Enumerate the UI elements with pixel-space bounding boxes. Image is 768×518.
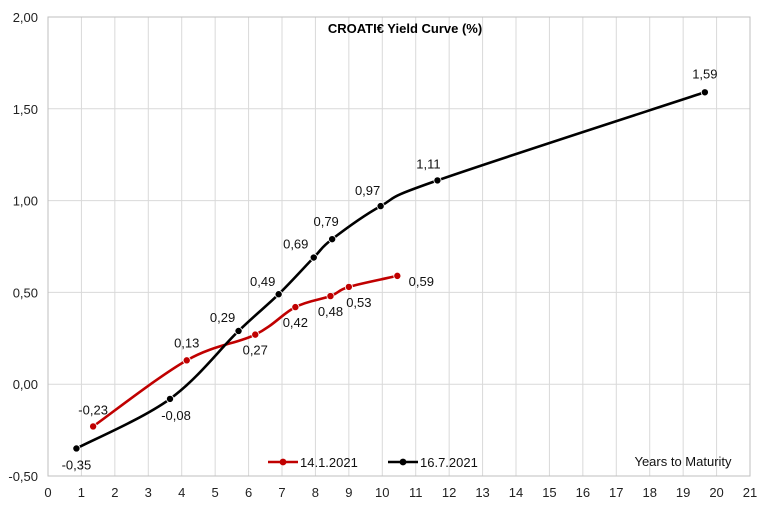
y-tick-label: -0,50 [8, 469, 38, 484]
data-label-16-7-2021: 0,97 [355, 183, 380, 198]
legend-label-16-7-2021: 16.7.2021 [420, 455, 478, 470]
x-tick-label: 15 [542, 485, 556, 500]
plot-area-frame [47, 16, 751, 477]
x-tick-label: 13 [475, 485, 489, 500]
x-tick-label: 12 [442, 485, 456, 500]
data-point-16-7-2021 [376, 202, 385, 211]
series-line-16-7-2021 [75, 90, 707, 450]
data-point-16-7-2021 [274, 290, 283, 299]
x-tick-label: 6 [245, 485, 252, 500]
x-tick-label: 20 [709, 485, 723, 500]
y-tick-label: 0,00 [13, 377, 38, 392]
data-label-14-1-2021: -0,23 [78, 402, 108, 417]
data-point-14-1-2021 [182, 356, 191, 365]
x-tick-label: 8 [312, 485, 319, 500]
x-tick-label: 10 [375, 485, 389, 500]
data-label-16-7-2021: 0,49 [250, 274, 275, 289]
x-tick-label: 3 [145, 485, 152, 500]
y-tick-label: 1,50 [13, 102, 38, 117]
chart-title: CROATI€ Yield Curve (%) [328, 21, 482, 36]
data-label-14-1-2021: 0,59 [409, 274, 434, 289]
x-tick-label: 11 [409, 485, 423, 500]
x-tick-label: 7 [278, 485, 285, 500]
data-point-14-1-2021 [89, 422, 98, 431]
x-tick-label: 4 [178, 485, 185, 500]
data-label-16-7-2021: -0,35 [62, 457, 92, 472]
data-point-16-7-2021 [700, 88, 709, 97]
data-label-16-7-2021: -0,08 [161, 408, 191, 423]
data-label-16-7-2021: 0,69 [283, 237, 308, 252]
x-tick-label: 21 [743, 485, 757, 500]
x-tick-label: 16 [576, 485, 590, 500]
data-label-16-7-2021: 0,29 [210, 310, 235, 325]
y-tick-label: 2,00 [13, 10, 38, 25]
data-point-14-1-2021 [326, 292, 335, 301]
x-axis-tick-labels: 0 1 2 3 4 5 6 7 8 9 10 11 12 13 14 15 16 17 18 19 20 21 [44, 485, 757, 500]
legend-marker-16-7-2021 [399, 458, 407, 466]
data-point-16-7-2021 [166, 394, 175, 403]
data-point-16-7-2021 [72, 444, 81, 453]
data-point-14-1-2021 [291, 303, 300, 312]
x-tick-label: 5 [212, 485, 219, 500]
y-axis-tick-labels: -0,50 0,00 0,50 1,00 1,50 2,00 [8, 10, 38, 484]
data-label-16-7-2021: 1,11 [416, 156, 440, 171]
data-point-16-7-2021 [433, 176, 442, 185]
data-label-14-1-2021: 0,13 [174, 335, 199, 350]
legend-marker-14-1-2021 [279, 458, 287, 466]
x-tick-label: 14 [509, 485, 523, 500]
x-axis-title: Years to Maturity [634, 454, 732, 469]
y-tick-label: 0,50 [13, 285, 38, 300]
data-point-14-1-2021 [344, 282, 353, 291]
data-label-16-7-2021: 0,79 [313, 214, 338, 229]
series-layer [72, 88, 709, 453]
y-tick-label: 1,00 [13, 194, 38, 209]
legend-label-14-1-2021: 14.1.2021 [300, 455, 358, 470]
data-point-16-7-2021 [234, 326, 243, 335]
x-tick-label: 17 [609, 485, 623, 500]
x-tick-label: 2 [111, 485, 118, 500]
data-point-14-1-2021 [251, 330, 260, 339]
x-tick-label: 1 [78, 485, 85, 500]
legend: 14.1.2021 16.7.2021 [268, 455, 478, 470]
x-tick-label: 0 [44, 485, 51, 500]
data-point-16-7-2021 [328, 235, 337, 244]
data-label-14-1-2021: 0,27 [243, 343, 268, 358]
data-point-16-7-2021 [309, 253, 318, 262]
data-label-14-1-2021: 0,53 [346, 295, 371, 310]
data-labels-layer: -0,23 0,13 0,27 0,42 0,480,53 0,59 -0,35 -0,08 0… [62, 66, 718, 472]
data-point-14-1-2021 [393, 271, 402, 280]
data-label-14-1-2021: 0,42 [283, 315, 308, 330]
x-tick-label: 18 [642, 485, 656, 500]
data-label-14-1-2021: 0,48 [318, 304, 343, 319]
data-label-16-7-2021: 1,59 [692, 66, 717, 81]
x-tick-label: 19 [676, 485, 690, 500]
x-tick-label: 9 [345, 485, 352, 500]
